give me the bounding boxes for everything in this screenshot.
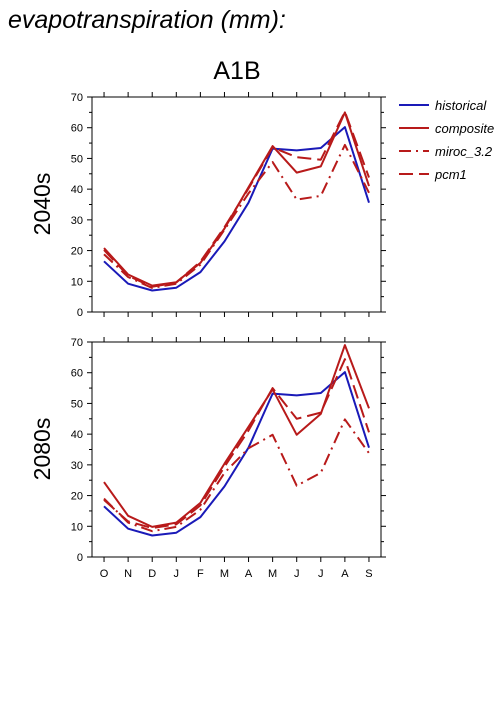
y-tick-label: 30 [71, 460, 83, 472]
x-tick-label: A [341, 568, 349, 580]
y-tick-label: 0 [77, 307, 83, 319]
y-tick-label: 10 [71, 521, 83, 533]
x-tick-label: D [148, 568, 156, 580]
y-tick-label: 0 [77, 552, 83, 564]
x-tick-label: A [245, 568, 253, 580]
legend-label-historical: historical [435, 98, 487, 113]
series-line-composite [103, 111, 370, 287]
x-tick-label: F [197, 568, 204, 580]
y-tick-label: 40 [71, 429, 83, 441]
row-label-2040s: 2040s [29, 173, 55, 236]
series-line-pcm1 [103, 110, 370, 288]
x-tick-label: J [318, 568, 324, 580]
series-line-historical [103, 371, 370, 537]
x-tick-label: N [124, 568, 132, 580]
page-title: evapotranspiration (mm): [8, 6, 286, 34]
scenario-title: A1B [213, 57, 261, 85]
x-tick-label: J [174, 568, 180, 580]
x-tick-label: M [268, 568, 277, 580]
chart-panel-2080s: 0 10 20 30 40 50 60 70 O N D J F M A M J J A S 2080s [29, 337, 386, 580]
row-label-2080s: 2080s [29, 418, 55, 481]
legend-label-pcm1: pcm1 [434, 167, 467, 182]
y-tick-label: 10 [71, 276, 83, 288]
x-tick-label: M [220, 568, 229, 580]
series-line-miroc_3.2 [103, 418, 370, 533]
legend: historical composite miroc_3.2 pcm1 [399, 98, 494, 182]
y-tick-label: 70 [71, 92, 83, 104]
legend-label-miroc_3.2: miroc_3.2 [435, 144, 493, 159]
y-tick-label: 60 [71, 368, 83, 380]
y-tick-label: 50 [71, 153, 83, 165]
series-line-historical [103, 126, 370, 292]
x-tick-label: J [294, 568, 300, 580]
y-tick-label: 60 [71, 123, 83, 135]
series-line-composite [103, 344, 370, 528]
y-tick-label: 70 [71, 337, 83, 349]
series-line-miroc_3.2 [103, 143, 370, 289]
y-tick-label: 50 [71, 398, 83, 410]
y-tick-label: 20 [71, 491, 83, 503]
y-tick-label: 30 [71, 215, 83, 227]
y-tick-label: 20 [71, 246, 83, 258]
y-tick-label: 40 [71, 184, 83, 196]
x-tick-label: O [100, 568, 109, 580]
series-line-pcm1 [103, 358, 370, 530]
chart-panel-2040s: 0 10 20 30 40 50 60 70 2040s [29, 92, 386, 319]
x-tick-label: S [365, 568, 372, 580]
legend-label-composite: composite [435, 121, 494, 136]
